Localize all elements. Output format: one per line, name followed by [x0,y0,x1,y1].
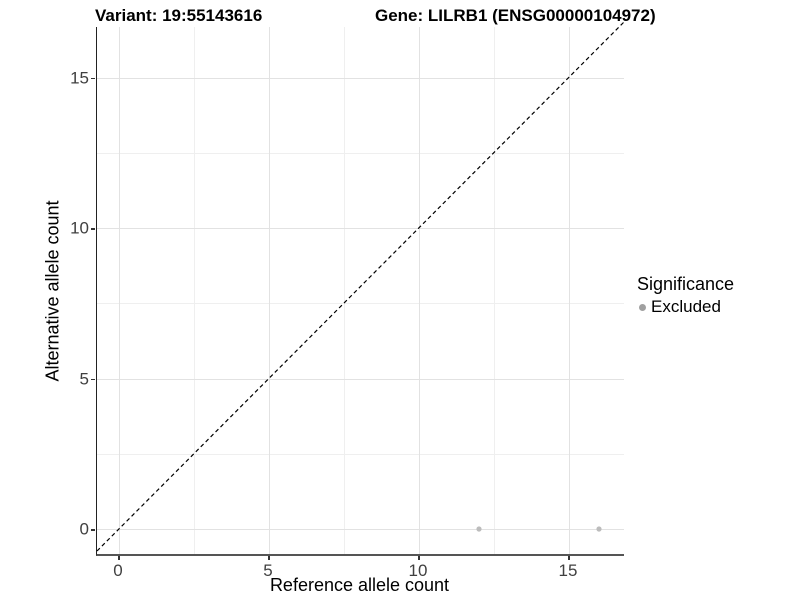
x-tick-label: 10 [408,561,428,580]
legend-item-label: Excluded [651,297,721,316]
gridline-x-major [269,27,270,554]
y-tick-mark [91,228,95,230]
legend-title: Significance [637,274,735,294]
gridline-y-major [97,378,624,380]
x-tick-label: 15 [558,561,578,580]
variant-title: Variant: 19:55143616 [95,6,263,25]
gridline-x-major [419,27,420,554]
gridline-x-minor [494,27,495,554]
data-point [476,526,482,532]
legend-item-excluded: Excluded [637,297,734,317]
y-tick-label: 0 [79,519,89,539]
y-tick-label: 5 [79,369,89,388]
y-tick-mark [91,378,95,380]
y-tick-label: 10 [70,218,89,238]
gridline-x-major [569,27,570,554]
excluded-point-icon [639,303,646,311]
y-tick-mark [91,77,95,79]
x-tick-label: 5 [263,561,273,580]
y-tick-mark [91,529,95,531]
gridline-y-minor [97,303,624,305]
identity-dashed-line [96,21,625,552]
plot-layer [96,21,625,552]
gridline-y-major [97,529,624,530]
gridline-x-minor [344,27,345,554]
gridline-y-minor [97,453,624,455]
data-point [596,526,602,532]
x-tick-label: 0 [113,561,123,580]
x-axis-title: Reference allele count [269,575,450,595]
gene-title: Gene: LILRB1 (ENSG00000104972) [375,6,656,25]
gridline-x-minor [194,27,195,554]
x-tick-mark [418,556,420,560]
plot-panel [96,21,625,556]
legend: Significance Excluded [637,274,734,317]
y-tick-label: 15 [70,68,89,87]
gridline-x-major [119,27,120,554]
gridline-y-major [97,77,624,79]
x-tick-mark [568,556,570,560]
gridline-y-major [97,228,624,229]
gridline-y-minor [97,152,624,154]
x-tick-mark [268,556,270,560]
x-tick-mark [118,556,120,560]
